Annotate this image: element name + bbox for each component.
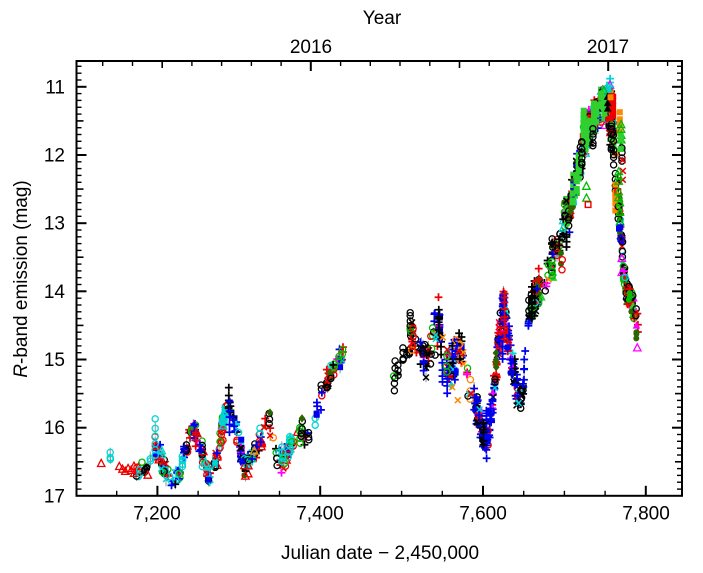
- svg-text:Year: Year: [363, 8, 402, 29]
- svg-text:16: 16: [44, 418, 65, 439]
- svg-text:Julian date − 2,450,000: Julian date − 2,450,000: [281, 543, 479, 564]
- svg-text:12: 12: [44, 146, 65, 167]
- svg-text:13: 13: [44, 214, 65, 235]
- svg-text:2017: 2017: [587, 37, 629, 58]
- svg-text:14: 14: [44, 282, 66, 303]
- svg-text:7,400: 7,400: [296, 504, 344, 525]
- svg-text:15: 15: [44, 350, 65, 371]
- svg-text:7,200: 7,200: [133, 504, 181, 525]
- svg-text:11: 11: [45, 77, 65, 98]
- svg-text:2016: 2016: [290, 37, 332, 58]
- svg-text:7,800: 7,800: [622, 504, 670, 525]
- svg-text:7,600: 7,600: [459, 504, 507, 525]
- svg-text:R-band emission (mag): R-band emission (mag): [11, 180, 32, 377]
- svg-text:17: 17: [44, 486, 65, 507]
